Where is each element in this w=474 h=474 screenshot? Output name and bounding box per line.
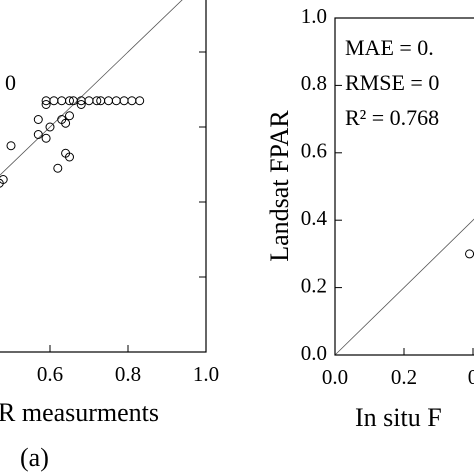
x-tick-label: 0.6 xyxy=(37,362,63,386)
data-point xyxy=(111,96,121,106)
data-point xyxy=(92,96,102,106)
data-point xyxy=(76,100,86,109)
data-point xyxy=(53,163,63,173)
annotation: 0 xyxy=(5,70,16,95)
x-axis-label: In situ F xyxy=(355,403,442,432)
y-tick-label: 0.0 xyxy=(301,341,327,365)
data-point xyxy=(0,178,4,188)
data-point xyxy=(33,115,43,124)
one-to-one-line xyxy=(334,218,474,356)
x-tick-label: 1.0 xyxy=(193,362,219,386)
annotation: RMSE = 0 xyxy=(345,70,439,95)
data-point xyxy=(49,96,59,106)
data-point xyxy=(104,96,113,106)
data-point xyxy=(57,96,67,106)
data-point xyxy=(84,96,94,106)
y-tick-label: 0.2 xyxy=(301,273,327,297)
x-tick-label: 0.8 xyxy=(115,362,141,386)
data-point xyxy=(465,249,474,259)
y-axis-label: Landsat FPAR xyxy=(265,110,294,262)
data-point xyxy=(65,111,74,121)
y-tick-label: 0.6 xyxy=(301,139,327,163)
y-tick-label: 0.4 xyxy=(301,206,328,230)
data-point xyxy=(41,133,51,143)
data-point xyxy=(33,130,43,139)
data-point xyxy=(6,141,16,151)
data-point xyxy=(45,122,55,132)
data-point xyxy=(135,96,145,106)
annotation: MAE = 0. xyxy=(345,35,434,60)
data-point xyxy=(65,96,74,106)
one-to-one-line xyxy=(0,0,183,176)
y-tick-label: 0.8 xyxy=(301,71,327,95)
x-axis-label: R measurments xyxy=(0,398,159,427)
data-point xyxy=(41,100,51,109)
x-tick-label: 0.0 xyxy=(322,365,348,389)
x-tick-label: 0 xyxy=(468,365,474,389)
data-point xyxy=(61,118,71,128)
data-point xyxy=(119,96,129,106)
y-tick-label: 1.0 xyxy=(301,4,327,28)
plot-frame xyxy=(334,17,474,356)
panel-label: (a) xyxy=(20,443,49,472)
data-point xyxy=(65,152,74,162)
data-point xyxy=(127,96,137,106)
plot-frame xyxy=(0,0,207,353)
x-tick-label: 0.2 xyxy=(391,365,417,389)
annotation: R² = 0.768 xyxy=(345,105,439,130)
